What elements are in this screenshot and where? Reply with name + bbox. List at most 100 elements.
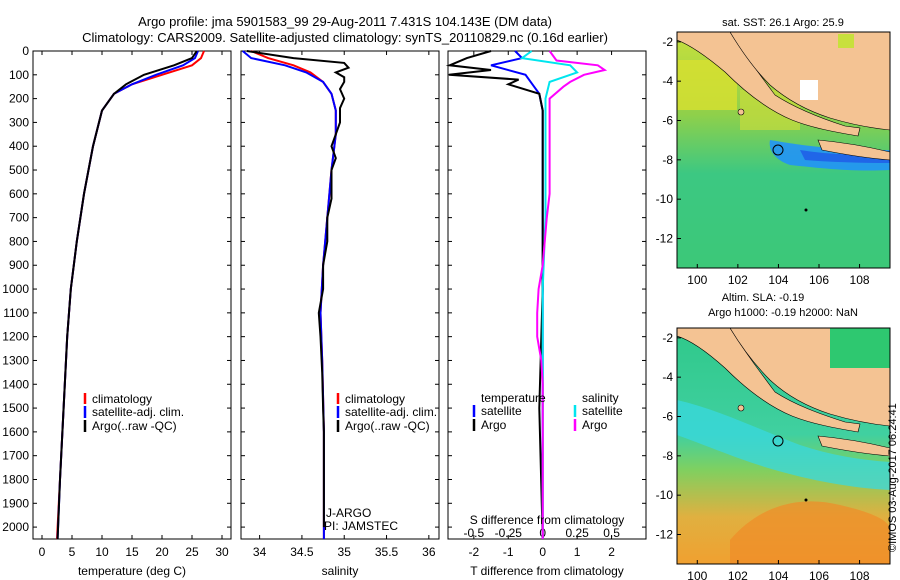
salinity-panel-frame [240,50,440,540]
sla-green-patch [830,328,890,368]
x-tick-label: 30 [215,545,229,559]
map-y-tick-label: -10 [656,192,674,206]
salinity-legend: climatology satellite-adj. clim. Argo(..… [336,392,437,433]
legend-s-sat-label: satellite [582,404,623,418]
map-x-tick-label: 104 [768,569,788,580]
map-y-tick-label: -6 [662,410,673,424]
map-x-tick-label: 106 [809,569,829,580]
sst-white-patch [838,34,854,48]
x-tick-label: 2 [608,545,615,559]
sst-map-axes: 100 102 104 106 108 -2 -4 -6 -8 -10 -12 [656,35,870,287]
map-x-tick-label: 102 [728,273,748,287]
sla-map-subtitle: Argo h1000: -0.19 h2000: NaN [708,307,858,319]
x-tick-label: 34 [253,545,267,559]
legend-t-sat-label: satellite [481,404,522,418]
series-line-argo-raw-qc- [56,50,198,540]
legend-temperature-title: temperature [481,391,546,405]
x-tick-label: 1 [574,545,581,559]
title-line-2: Climatology: CARS2009. Satellite-adjuste… [82,30,608,45]
sla-map-axes: 100 102 104 106 108 -2 -4 -6 -8 -10 -12 [656,331,870,580]
depth-tick-label: 1300 [2,353,29,367]
java-landmass [817,139,890,161]
depth-tick-label: 100 [9,68,29,82]
title-line-1: Argo profile: jma 5901583_99 29-Aug-2011… [138,14,552,29]
map-y-tick-label: -2 [662,331,673,345]
map-x-tick-label: 108 [850,273,870,287]
s-diff-tick-label: -0.5 [463,526,484,540]
depth-axis: 0 100 200 300 400 500 600 700 800 900 1000 1100 1200… [2,44,646,534]
depth-tick-label: 500 [9,163,29,177]
sla-map-title: Altim. SLA: -0.19 [722,292,805,304]
legend-clim-label: climatology [92,392,152,406]
depth-tick-label: 1200 [2,330,29,344]
x-tick-label: 20 [155,545,169,559]
argo-position-marker [772,435,784,447]
sst-cold-core [800,150,890,163]
x-tick-label: 0 [539,545,546,559]
x-tick-label: 0 [39,545,46,559]
temperature-legend: climatology satellite-adj. clim. Argo(..… [83,392,184,433]
map-y-tick-label: -8 [662,449,673,463]
sst-map [677,32,890,268]
series-line-climatology [56,50,205,540]
island [804,208,808,212]
temperature-panel-frame [32,50,232,540]
sumatra-landmass [677,328,861,433]
difference-legend: temperature salinity satellite Argo sate… [472,391,623,432]
depth-tick-label: 300 [9,115,29,129]
map-x-tick-label: 108 [850,569,870,580]
depth-tick-label: 1900 [2,496,29,510]
depth-tick-label: 1000 [2,282,29,296]
argo-position-marker [772,144,784,156]
x-tick-label: 10 [95,545,109,559]
credit-footer: ©IMOS 03-Aug-2017 06:24:41 [887,403,899,552]
legend-t-argo-label: Argo [481,418,507,432]
depth-tick-label: 900 [9,258,29,272]
depth-tick-label: 1700 [2,449,29,463]
map-y-tick-label: -6 [662,114,673,128]
depth-tick-label: 800 [9,234,29,248]
legend-salinity-title: salinity [582,391,619,405]
x-tick-label: -1 [503,545,514,559]
difference-panel-frame [447,50,647,540]
map-y-tick-label: -12 [656,528,674,542]
map-y-tick-label: -12 [656,232,674,246]
series-line-temperature-argo [445,50,544,540]
depth-tick-label: 0 [22,44,29,58]
depth-tick-label: 2000 [2,520,29,534]
legend-s-argo-label: Argo [582,418,608,432]
s-diff-tick-label: 0.5 [603,526,620,540]
sumatra-landmass [677,32,861,137]
map-y-tick-label: -8 [662,153,673,167]
annotation-pi-jamstec: PI: JAMSTEC [324,519,398,533]
sst-map-frame [676,31,891,269]
map-x-tick-label: 102 [728,569,748,580]
depth-tick-label: 200 [9,92,29,106]
depth-tick-label: 1500 [2,401,29,415]
depth-tick-label: 1100 [3,306,29,320]
temperature-axis-label: temperature (deg C) [78,564,186,578]
legend-sat-label: satellite-adj. clim. [345,405,437,419]
depth-tick-label: 700 [9,211,29,225]
x-tick-label: 35.5 [375,545,399,559]
map-x-tick-label: 100 [687,569,707,580]
sla-high-region [730,501,890,564]
s-difference-axis-label: S difference from climatology [470,513,625,527]
series-line-argo-raw-qc- [246,50,351,528]
map-y-tick-label: -2 [662,35,673,49]
profile-charts: 0 5 10 15 20 25 30 34 34.5 35 35.5 36 -2 -1 0 1 2 -0.5 -0.… [39,50,620,559]
map-x-tick-label: 100 [687,273,707,287]
depth-tick-label: 600 [9,187,29,201]
t-difference-axis-label: T difference from climatology [470,564,624,578]
map-y-tick-label: -4 [662,74,673,88]
depth-tick-label: 1600 [2,425,29,439]
x-tick-label: -2 [468,545,479,559]
sst-map-title: sat. SST: 26.1 Argo: 25.9 [722,17,844,29]
depth-tick-label: 400 [9,139,29,153]
salinity-axis-label: salinity [322,564,359,578]
x-tick-label: 25 [185,545,199,559]
s-diff-tick-label: -0.25 [495,526,523,540]
series-line-temperature-satellite [490,50,544,539]
annotation-j-argo: J-ARGO [326,506,371,520]
